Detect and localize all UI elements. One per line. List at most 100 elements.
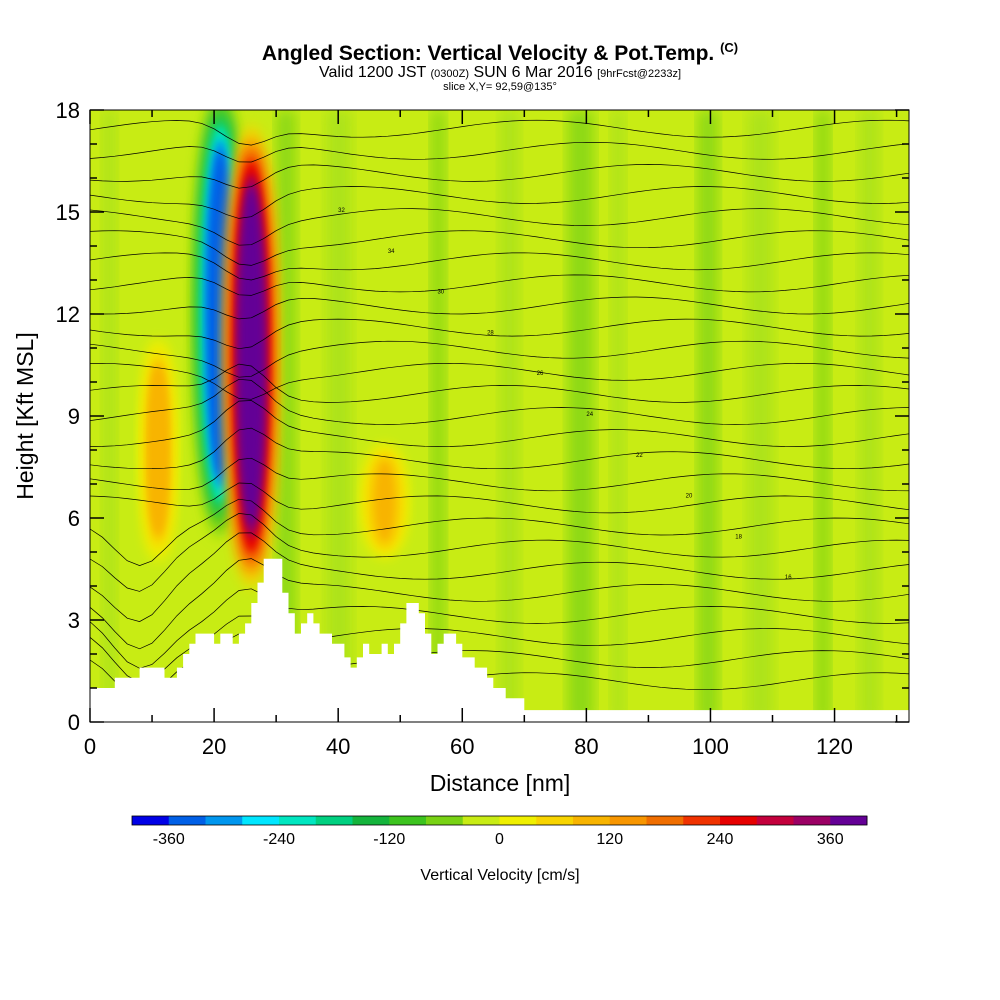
theta-contour xyxy=(90,296,909,320)
colorbar-swatch xyxy=(132,816,170,825)
colorbar-swatch xyxy=(462,816,500,825)
theta-contour xyxy=(90,208,909,246)
velocity-band xyxy=(499,110,520,722)
colorbar-swatch xyxy=(536,816,574,825)
theta-contour xyxy=(90,588,909,669)
colorbar-tick-label: 360 xyxy=(817,831,844,848)
valid-prefix: Valid 1200 JST xyxy=(318,64,427,81)
theta-contour xyxy=(90,378,909,425)
colorbar-swatch xyxy=(720,816,758,825)
velocity-band xyxy=(698,110,719,722)
valid-time-line: Valid 1200 JST (0300Z) SUN 6 Mar 2016 [9… xyxy=(0,64,1000,81)
contour-label: 30 xyxy=(437,290,444,296)
colorbar-tick-label: -360 xyxy=(153,831,185,848)
slice-info: slice X,Y= 92,59@135° xyxy=(443,81,557,93)
y-tick-label: 6 xyxy=(68,506,80,531)
x-tick-label: 20 xyxy=(202,734,226,759)
colorbar-tick-label: -120 xyxy=(373,831,405,848)
title-main: Angled Section: Vertical Velocity & Pot.… xyxy=(261,42,715,65)
contour-label: 18 xyxy=(735,534,742,540)
x-tick-label: 120 xyxy=(816,734,853,759)
theta-contour xyxy=(90,482,909,514)
theta-contour xyxy=(90,532,909,622)
x-axis-label: Distance [nm] xyxy=(430,770,571,796)
contour-label: 32 xyxy=(338,208,345,214)
colorbar-tick-labels: -360 -240 -120 0 120 240 360 xyxy=(153,831,844,848)
x-tick-labels: 0 20 40 60 80 100 120 xyxy=(84,734,853,759)
velocity-band xyxy=(611,110,626,722)
velocity-band xyxy=(431,110,446,722)
colorbar-swatch xyxy=(426,816,464,825)
colorbar-swatch xyxy=(756,816,794,825)
velocity-band xyxy=(747,110,774,722)
x-tick-label: 0 xyxy=(84,734,96,759)
colorbar-tick-label: 0 xyxy=(495,831,504,848)
colorbar-swatch xyxy=(389,816,427,825)
theta-contour xyxy=(90,252,909,281)
velocity-band xyxy=(325,110,352,722)
updraft-level xyxy=(149,368,167,532)
y-tick-label: 12 xyxy=(56,302,80,327)
y-axis-label: Height [Kft MSL] xyxy=(12,332,38,499)
colorbar-swatch xyxy=(168,816,206,825)
x-tick-label: 80 xyxy=(574,734,598,759)
theta-contours: 32 34 30 28 26 24 22 20 18 16 xyxy=(90,119,909,722)
colorbar-swatch xyxy=(205,816,243,825)
colorbar-swatch xyxy=(315,816,353,825)
terrain-mask xyxy=(90,558,909,722)
y-tick-labels: 0 3 6 9 12 15 18 xyxy=(56,98,80,735)
x-tick-label: 40 xyxy=(326,734,350,759)
theta-contour xyxy=(90,230,909,266)
updraft-level xyxy=(238,186,265,527)
colorbar-swatch xyxy=(793,816,831,825)
colorbar-swatch xyxy=(573,816,611,825)
colorbar-frame xyxy=(131,815,868,826)
y-tick-label: 9 xyxy=(68,404,80,429)
theta-contour xyxy=(90,400,909,447)
contour-label: 20 xyxy=(686,494,693,500)
title-suffix: (C) xyxy=(720,40,739,55)
theta-contour xyxy=(90,615,909,683)
theta-contour xyxy=(90,274,909,296)
x-tick-label: 100 xyxy=(692,734,729,759)
theta-contour xyxy=(90,427,909,470)
x-tick-label: 60 xyxy=(450,734,474,759)
contour-label: 22 xyxy=(636,453,643,459)
colorbar-swatch xyxy=(499,816,537,825)
theta-contour xyxy=(90,558,909,650)
theta-contour xyxy=(90,498,909,566)
colorbar-tick-label: 240 xyxy=(707,831,734,848)
plot-area: 32 34 30 28 26 24 22 20 18 16 xyxy=(90,110,909,722)
colorbar-swatch xyxy=(352,816,390,825)
colorbar-swatch xyxy=(279,816,317,825)
chart-title: Angled Section: Vertical Velocity & Pot.… xyxy=(0,36,1000,66)
colorbar-swatch xyxy=(242,816,280,825)
colorbar-swatch xyxy=(646,816,684,825)
colorbar-tick-label: 120 xyxy=(596,831,623,848)
valid-zulu: (0300Z) xyxy=(430,68,469,80)
colorbar-swatch xyxy=(830,816,868,825)
theta-contour xyxy=(90,119,909,146)
theta-contour xyxy=(90,363,909,403)
theta-contour xyxy=(90,457,909,492)
valid-date: SUN 6 Mar 2016 xyxy=(473,64,593,81)
contour-label: 26 xyxy=(537,371,544,377)
updraft-level xyxy=(373,460,396,542)
contour-label: 28 xyxy=(487,330,494,336)
theta-contour xyxy=(90,141,909,163)
theta-contour xyxy=(90,340,909,378)
title-block: Angled Section: Vertical Velocity & Pot.… xyxy=(0,36,1000,93)
theta-contour xyxy=(90,362,909,400)
velocity-band xyxy=(859,110,880,722)
y-tick-label: 15 xyxy=(56,200,80,225)
colorbar xyxy=(131,815,868,826)
contour-label: 34 xyxy=(388,249,395,255)
theta-contour xyxy=(90,186,909,219)
colorbar-swatch xyxy=(683,816,721,825)
forecast-info: [9hrFcst@2233z] xyxy=(597,68,682,80)
velocity-band xyxy=(102,110,117,722)
theta-contour xyxy=(90,513,909,592)
theta-contour xyxy=(90,164,909,189)
axis-ticks xyxy=(89,109,909,723)
